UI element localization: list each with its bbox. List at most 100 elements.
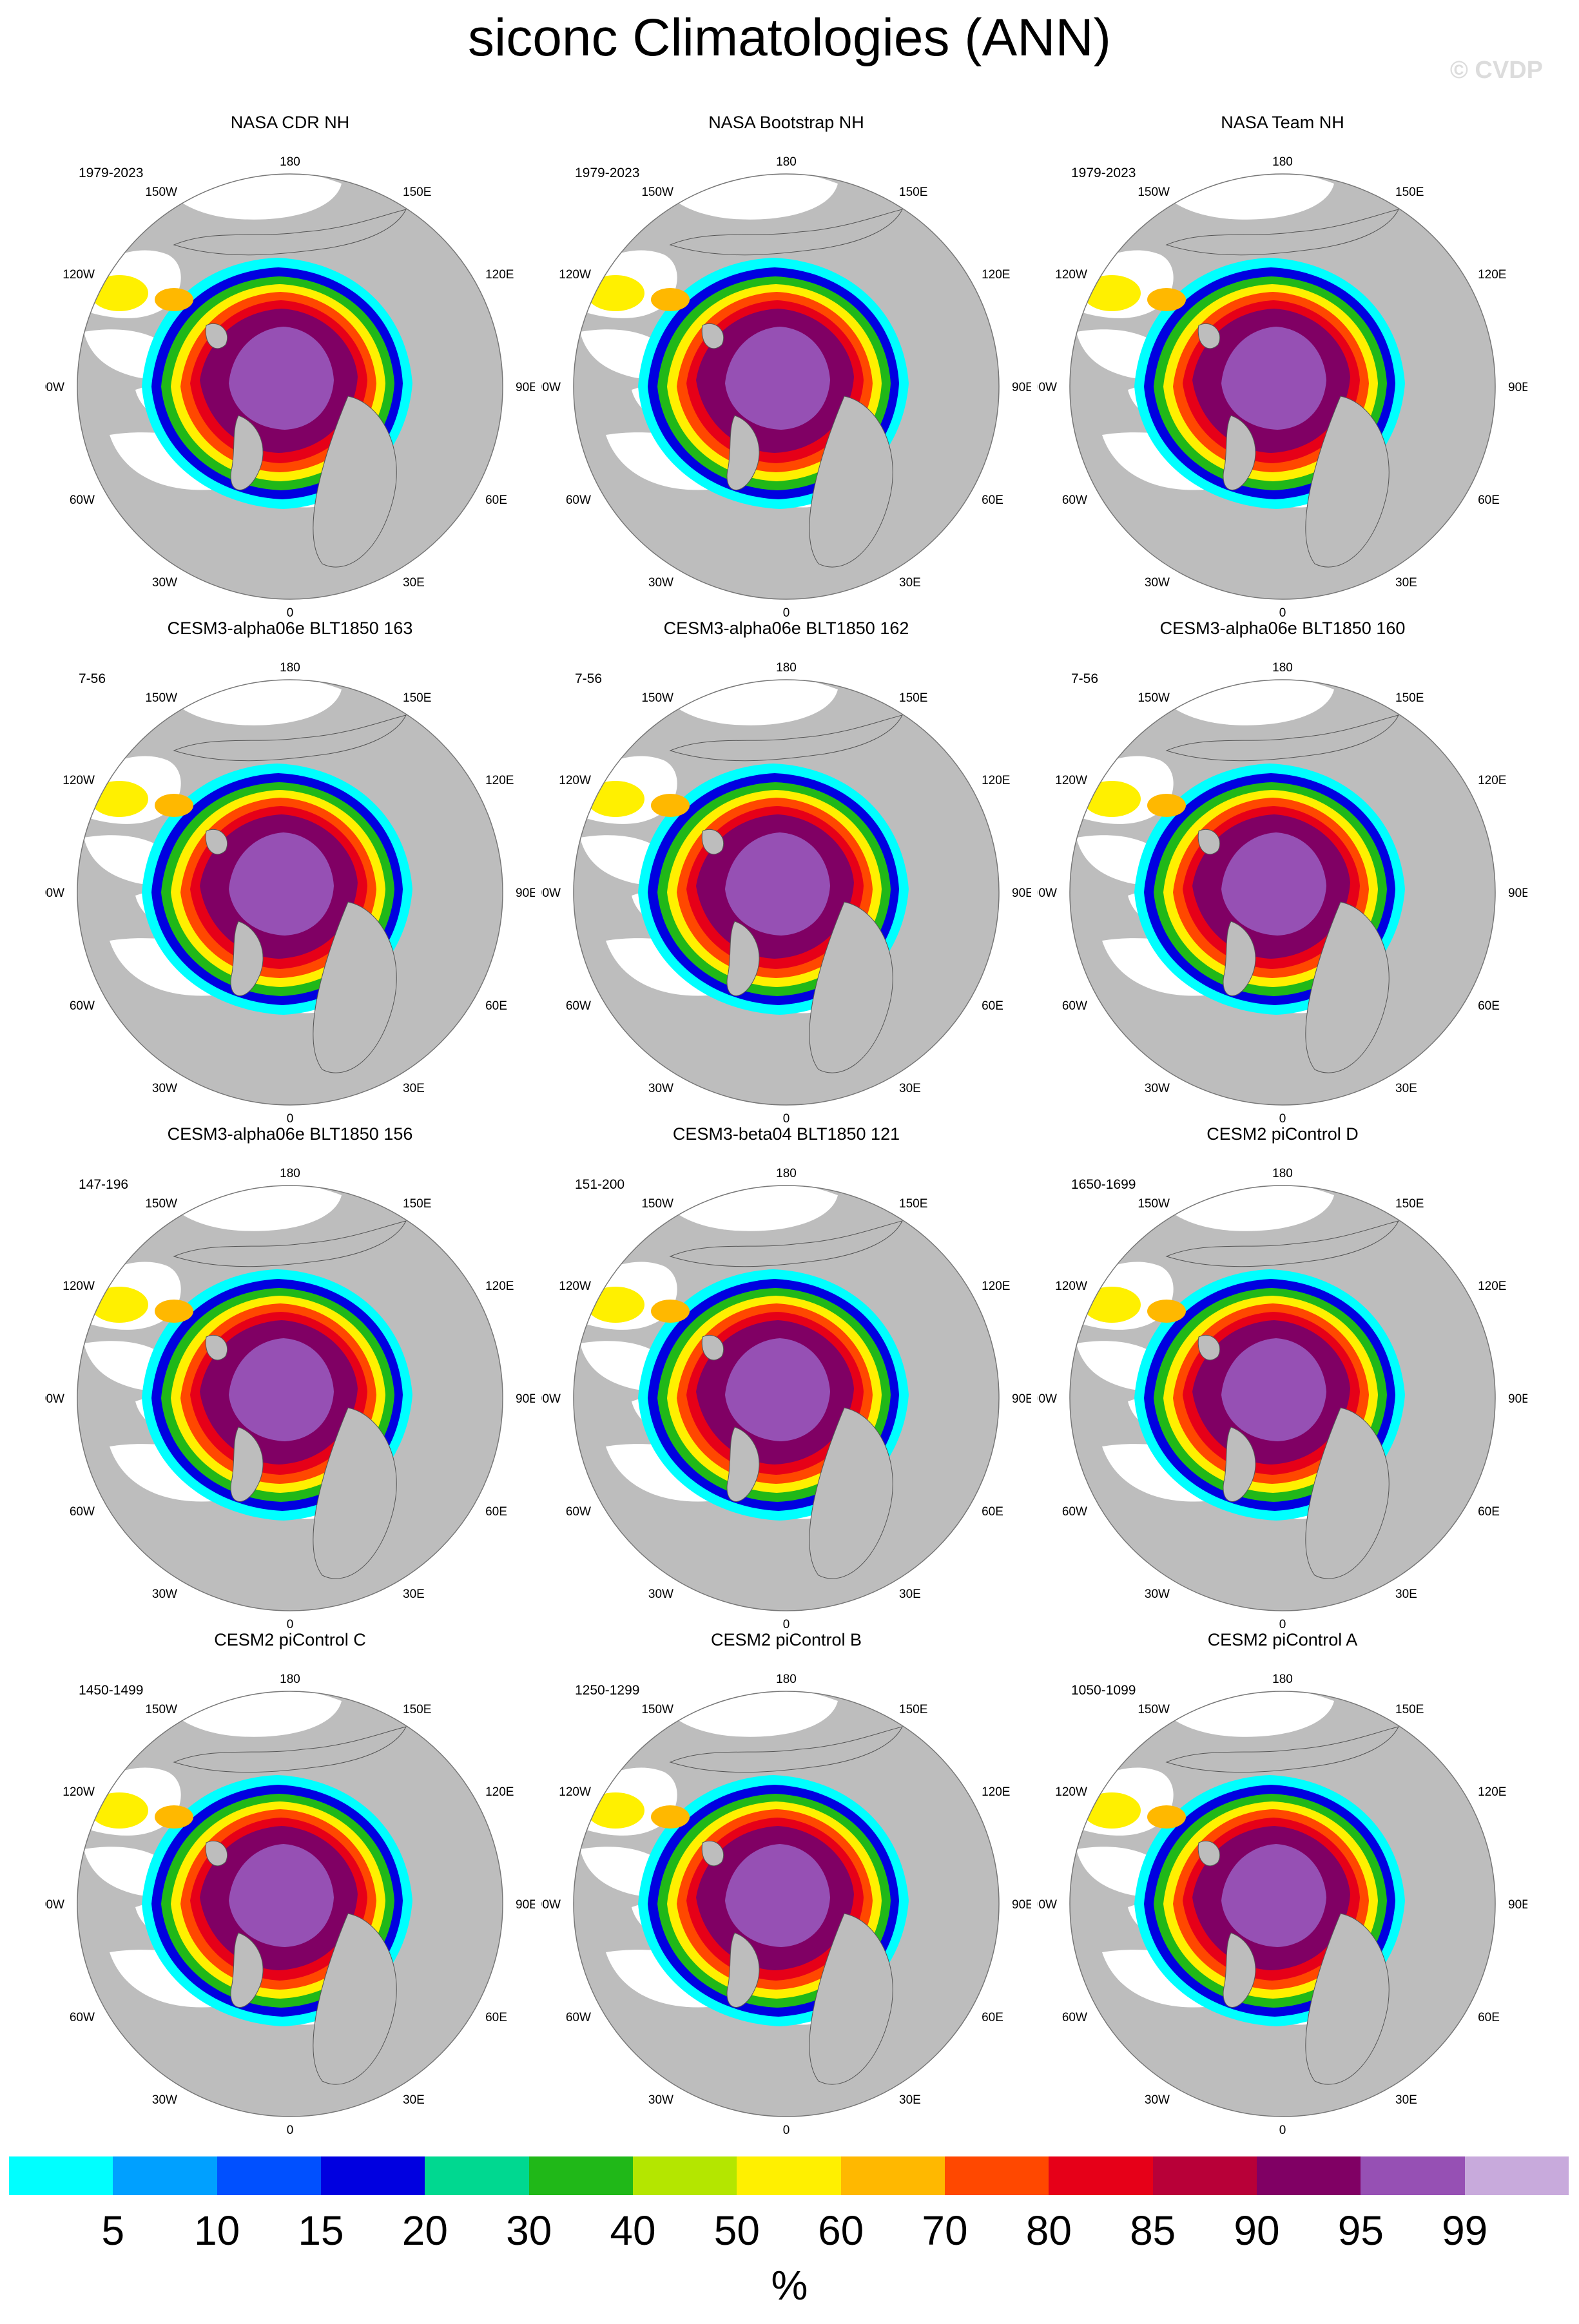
longitude-label: 30W [1145,576,1170,590]
colorbar-swatch [320,2156,425,2195]
longitude-label: 150W [1138,691,1170,705]
panel-title: NASA CDR NH [230,113,350,132]
longitude-label: 120W [63,774,95,787]
longitude-label: 120W [559,1785,591,1799]
land-mass [809,901,893,1073]
panel-title: NASA Bootstrap NH [708,113,864,132]
map-border [77,173,503,600]
longitude-label: 120W [63,268,95,282]
longitude-label: 120E [1478,1280,1506,1293]
longitude-label: 120E [982,774,1010,787]
land-mass [1197,323,1221,349]
longitude-label: 60E [485,999,507,1013]
longitude-label: 180 [1272,661,1293,675]
land-mass [1223,415,1256,490]
sea-ice-band [725,832,830,936]
hudson-bay-ice [90,781,148,817]
land-mass [313,396,397,568]
longitude-label: 60E [982,494,1003,507]
sea-ice-band [229,832,334,936]
land-mass [1305,901,1390,1073]
sea-ice-band [229,1338,334,1441]
longitude-label: 90E [516,381,535,394]
longitude-label: 60E [1478,1505,1500,1519]
hudson-bay-ice [90,275,148,311]
land-mass [205,1840,228,1867]
longitude-label: 90E [1508,887,1527,900]
colorbar [9,2156,1569,2195]
longitude-label: 120E [1478,774,1506,787]
longitude-label: 60E [982,999,1003,1013]
longitude-label: 60E [982,2011,1003,2024]
longitude-label: 0 [287,1112,294,1126]
map-border [1069,679,1496,1106]
panel-year-range: 151-200 [575,1177,625,1192]
longitude-label: 90E [1012,1392,1031,1406]
longitude-label: 150W [145,691,177,705]
map-border [573,1691,1000,2117]
longitude-label: 150E [1395,1197,1424,1211]
panel-year-range: 7-56 [575,671,603,686]
land-mass [701,829,724,855]
land-mass [669,715,903,762]
colorbar-tick-label: 50 [713,2207,760,2254]
panel-title: CESM3-alpha06e BLT1850 163 [167,619,413,638]
longitude-label: 30E [403,1082,425,1095]
map-border [573,1185,1000,1611]
longitude-label: 30W [1145,1082,1170,1095]
panel-title: CESM3-alpha06e BLT1850 160 [1159,619,1406,638]
panel-year-range: 1250-1299 [575,1683,640,1698]
longitude-label: 90E [1508,1898,1527,1912]
longitude-label: 90E [1508,1392,1527,1406]
longitude-label: 30W [648,576,673,590]
map-border [77,1185,503,1611]
panel-year-range: 1050-1099 [1071,1683,1136,1698]
map-panel: CESM3-alpha06e BLT1850 162 7-56 180 150E 120… [541,619,1031,1128]
land-mass [1165,1220,1399,1267]
colorbar-unit: % [771,2262,808,2309]
land-mass [809,396,893,568]
colorbar-swatch [528,2156,633,2195]
longitude-label: 180 [280,1673,300,1686]
sea-ice-patch [155,1300,193,1323]
land-mass [726,1932,760,2008]
longitude-label: 150E [899,691,927,705]
hudson-bay-ice [586,781,644,817]
longitude-label: 60W [70,494,95,507]
map-panel: CESM2 piControl C 1450-1499 180 150E 120E 90E… [45,1630,535,2139]
map-border [77,1691,503,2117]
longitude-label: 90W [45,381,64,394]
land-mass [205,829,228,855]
colorbar-tick-label: 80 [1025,2207,1072,2254]
land-mass [230,921,264,996]
land-mass [173,715,407,762]
longitude-label: 120E [485,268,514,282]
land-mass [230,1932,264,2008]
colorbar-tick-label: 95 [1337,2207,1384,2254]
hudson-bay-ice [586,1287,644,1323]
panel-year-range: 1450-1499 [79,1683,144,1698]
hudson-bay-ice [90,1287,148,1323]
longitude-label: 30W [1145,2093,1170,2107]
hudson-bay-ice [1083,1287,1141,1323]
longitude-label: 90E [1012,381,1031,394]
sea-ice-band [229,327,334,430]
land-mass [313,1913,397,2085]
longitude-label: 120E [485,1280,514,1293]
sea-ice-band [725,327,830,430]
longitude-label: 0 [783,1618,790,1631]
longitude-label: 180 [776,1167,797,1180]
longitude-label: 120E [982,268,1010,282]
sea-ice-patch [1147,1805,1186,1829]
longitude-label: 90W [1038,381,1057,394]
panel-year-range: 1979-2023 [79,166,144,180]
longitude-label: 90W [1038,887,1057,900]
colorbar-tick-label: 60 [818,2207,864,2254]
panel-title: CESM3-alpha06e BLT1850 162 [663,619,909,638]
land-mass [1197,1334,1221,1361]
longitude-label: 30W [152,576,177,590]
longitude-label: 30E [403,2093,425,2107]
longitude-label: 30E [1395,2093,1417,2107]
longitude-label: 60E [485,494,507,507]
land-mass [1197,829,1221,855]
